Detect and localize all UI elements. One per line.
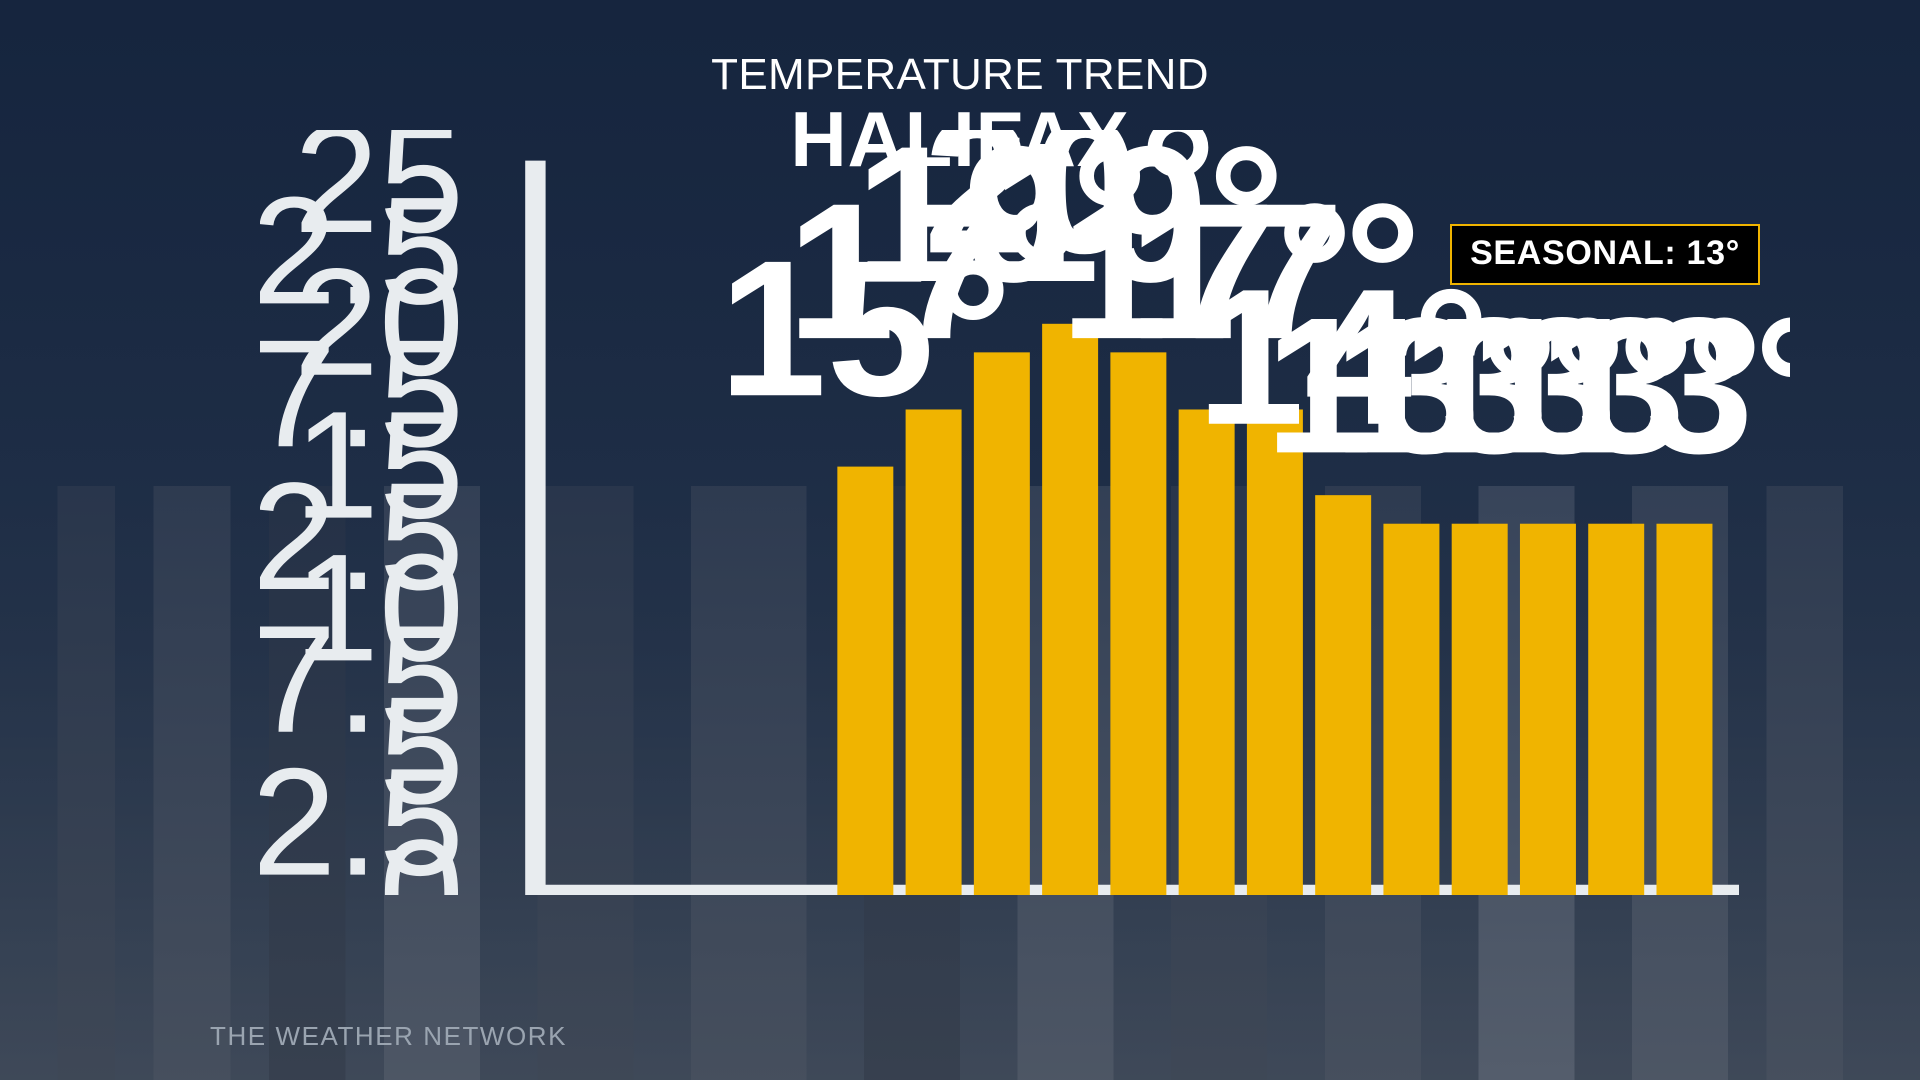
attribution-text: THE WEATHER NETWORK xyxy=(210,1021,567,1052)
bar xyxy=(1315,495,1371,895)
bar xyxy=(1383,524,1439,895)
bar xyxy=(1042,324,1098,895)
title-line-1: TEMPERATURE TREND xyxy=(0,50,1920,100)
bar xyxy=(1179,409,1235,895)
bar xyxy=(906,409,962,895)
bar xyxy=(1656,524,1712,895)
chart-svg: 02.557.51012.51517.52022.52515°FRI17°SAT… xyxy=(260,130,1790,895)
bar xyxy=(1452,524,1508,895)
bar xyxy=(974,352,1030,895)
temperature-bar-chart: 02.557.51012.51517.52022.52515°FRI17°SAT… xyxy=(230,130,1790,960)
bar xyxy=(1520,524,1576,895)
y-tick-label: 25 xyxy=(294,130,464,265)
bar xyxy=(1588,524,1644,895)
bar xyxy=(837,467,893,895)
bar xyxy=(1110,352,1166,895)
bar-value-label: 13° xyxy=(1538,278,1790,494)
